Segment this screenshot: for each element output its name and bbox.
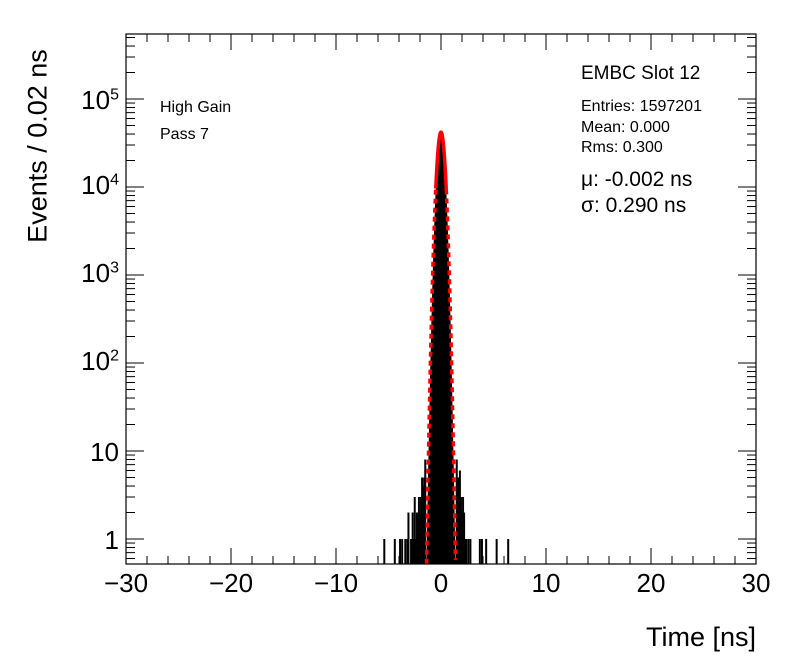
y-tick-base: 10: [81, 346, 111, 376]
y-tick-label-1: 1: [105, 525, 119, 556]
histogram-bin: [399, 539, 402, 564]
fit-curve-solid: [434, 130, 448, 190]
histogram-bin: [462, 497, 465, 564]
fit-curve-dashed-right: [444, 189, 458, 560]
histogram-bin: [415, 512, 418, 564]
histogram-bin: [461, 512, 463, 564]
x-tick-label: 0: [433, 568, 449, 598]
x-tick-label: −10: [313, 568, 359, 598]
y-ticks: [126, 36, 756, 560]
y-tick-base: 10: [81, 170, 111, 200]
histogram-bin: [383, 539, 386, 564]
y-tick-label-1e4: 104: [81, 170, 119, 201]
y-tick-exponent: 3: [110, 259, 119, 277]
y-tick-exponent: 2: [110, 347, 119, 365]
x-ticks: [125, 34, 757, 564]
histogram-bin: [469, 539, 472, 564]
histogram-bin: [478, 539, 481, 564]
y-tick-label-1e3: 103: [81, 258, 119, 289]
y-tick-exponent: 4: [110, 171, 119, 189]
histogram-bin: [457, 477, 460, 564]
y-tick-base: 10: [81, 258, 111, 288]
histogram-bin: [458, 470, 461, 564]
y-tick-label-10: 10: [90, 437, 119, 468]
pass-annotation: Pass 7: [160, 126, 209, 143]
histogram-bin: [404, 539, 407, 564]
x-tick-label: −30: [103, 568, 149, 598]
histogram-bin: [422, 486, 425, 564]
fit-curve-dashed-left: [424, 188, 438, 564]
histogram-bin: [455, 459, 458, 564]
fit-mu-text: μ: -0.002 ns: [581, 168, 693, 191]
y-tick-base: 1: [104, 525, 119, 555]
histogram-core: [425, 132, 457, 564]
histogram-bin: [465, 539, 468, 564]
histogram-bin: [419, 512, 421, 564]
histogram-series: [383, 132, 510, 564]
histogram-bin: [423, 477, 426, 564]
histogram-bin: [410, 539, 413, 564]
gaussian-fit-series: [424, 130, 458, 564]
histogram-bin: [421, 477, 424, 564]
histogram-bin: [420, 497, 423, 564]
chart-title: EMBC Slot 12: [581, 63, 701, 84]
histogram-bin: [464, 539, 467, 564]
histogram-bin: [401, 539, 404, 564]
histogram-bin: [393, 539, 396, 564]
y-tick-base: 10: [81, 85, 111, 115]
histogram-bin: [456, 477, 459, 564]
fit-sigma-text: σ: 0.290 ns: [581, 194, 687, 217]
histogram-bin: [459, 497, 462, 564]
stats-entries: Entries: 1597201: [581, 98, 702, 115]
histogram-bin: [417, 497, 420, 564]
x-tick-label: 10: [531, 568, 561, 598]
histogram-bin: [495, 539, 498, 564]
stats-rms: Rms: 0.300: [581, 139, 663, 156]
histogram-bin: [412, 539, 415, 564]
x-tick-label: 30: [741, 568, 771, 598]
histogram-bin: [463, 512, 466, 564]
histogram-bin: [407, 512, 410, 564]
y-tick-label-1e5: 105: [81, 85, 119, 116]
histogram-bin: [416, 512, 419, 564]
y-axis-title: Events / 0.02 ns: [22, 49, 53, 243]
y-tick-label-1e2: 102: [81, 346, 119, 377]
histogram-bin: [480, 539, 483, 564]
x-axis-title: Time [ns]: [645, 622, 756, 652]
histogram-bin: [414, 539, 417, 564]
x-tick-label: 20: [636, 568, 666, 598]
y-tick-exponent: 5: [110, 86, 119, 104]
gain-annotation: High Gain: [160, 99, 232, 116]
histogram-bin: [485, 539, 488, 564]
x-tick-label: −20: [208, 568, 254, 598]
histogram-bin: [424, 459, 427, 564]
histogram-bin: [507, 539, 510, 564]
histogram-bin: [467, 539, 470, 564]
histogram-bin: [411, 512, 414, 564]
stats-mean: Mean: 0.000: [581, 119, 670, 136]
histogram-bin: [413, 497, 416, 564]
y-tick-base: 10: [90, 437, 119, 467]
histogram-bin: [406, 539, 409, 564]
